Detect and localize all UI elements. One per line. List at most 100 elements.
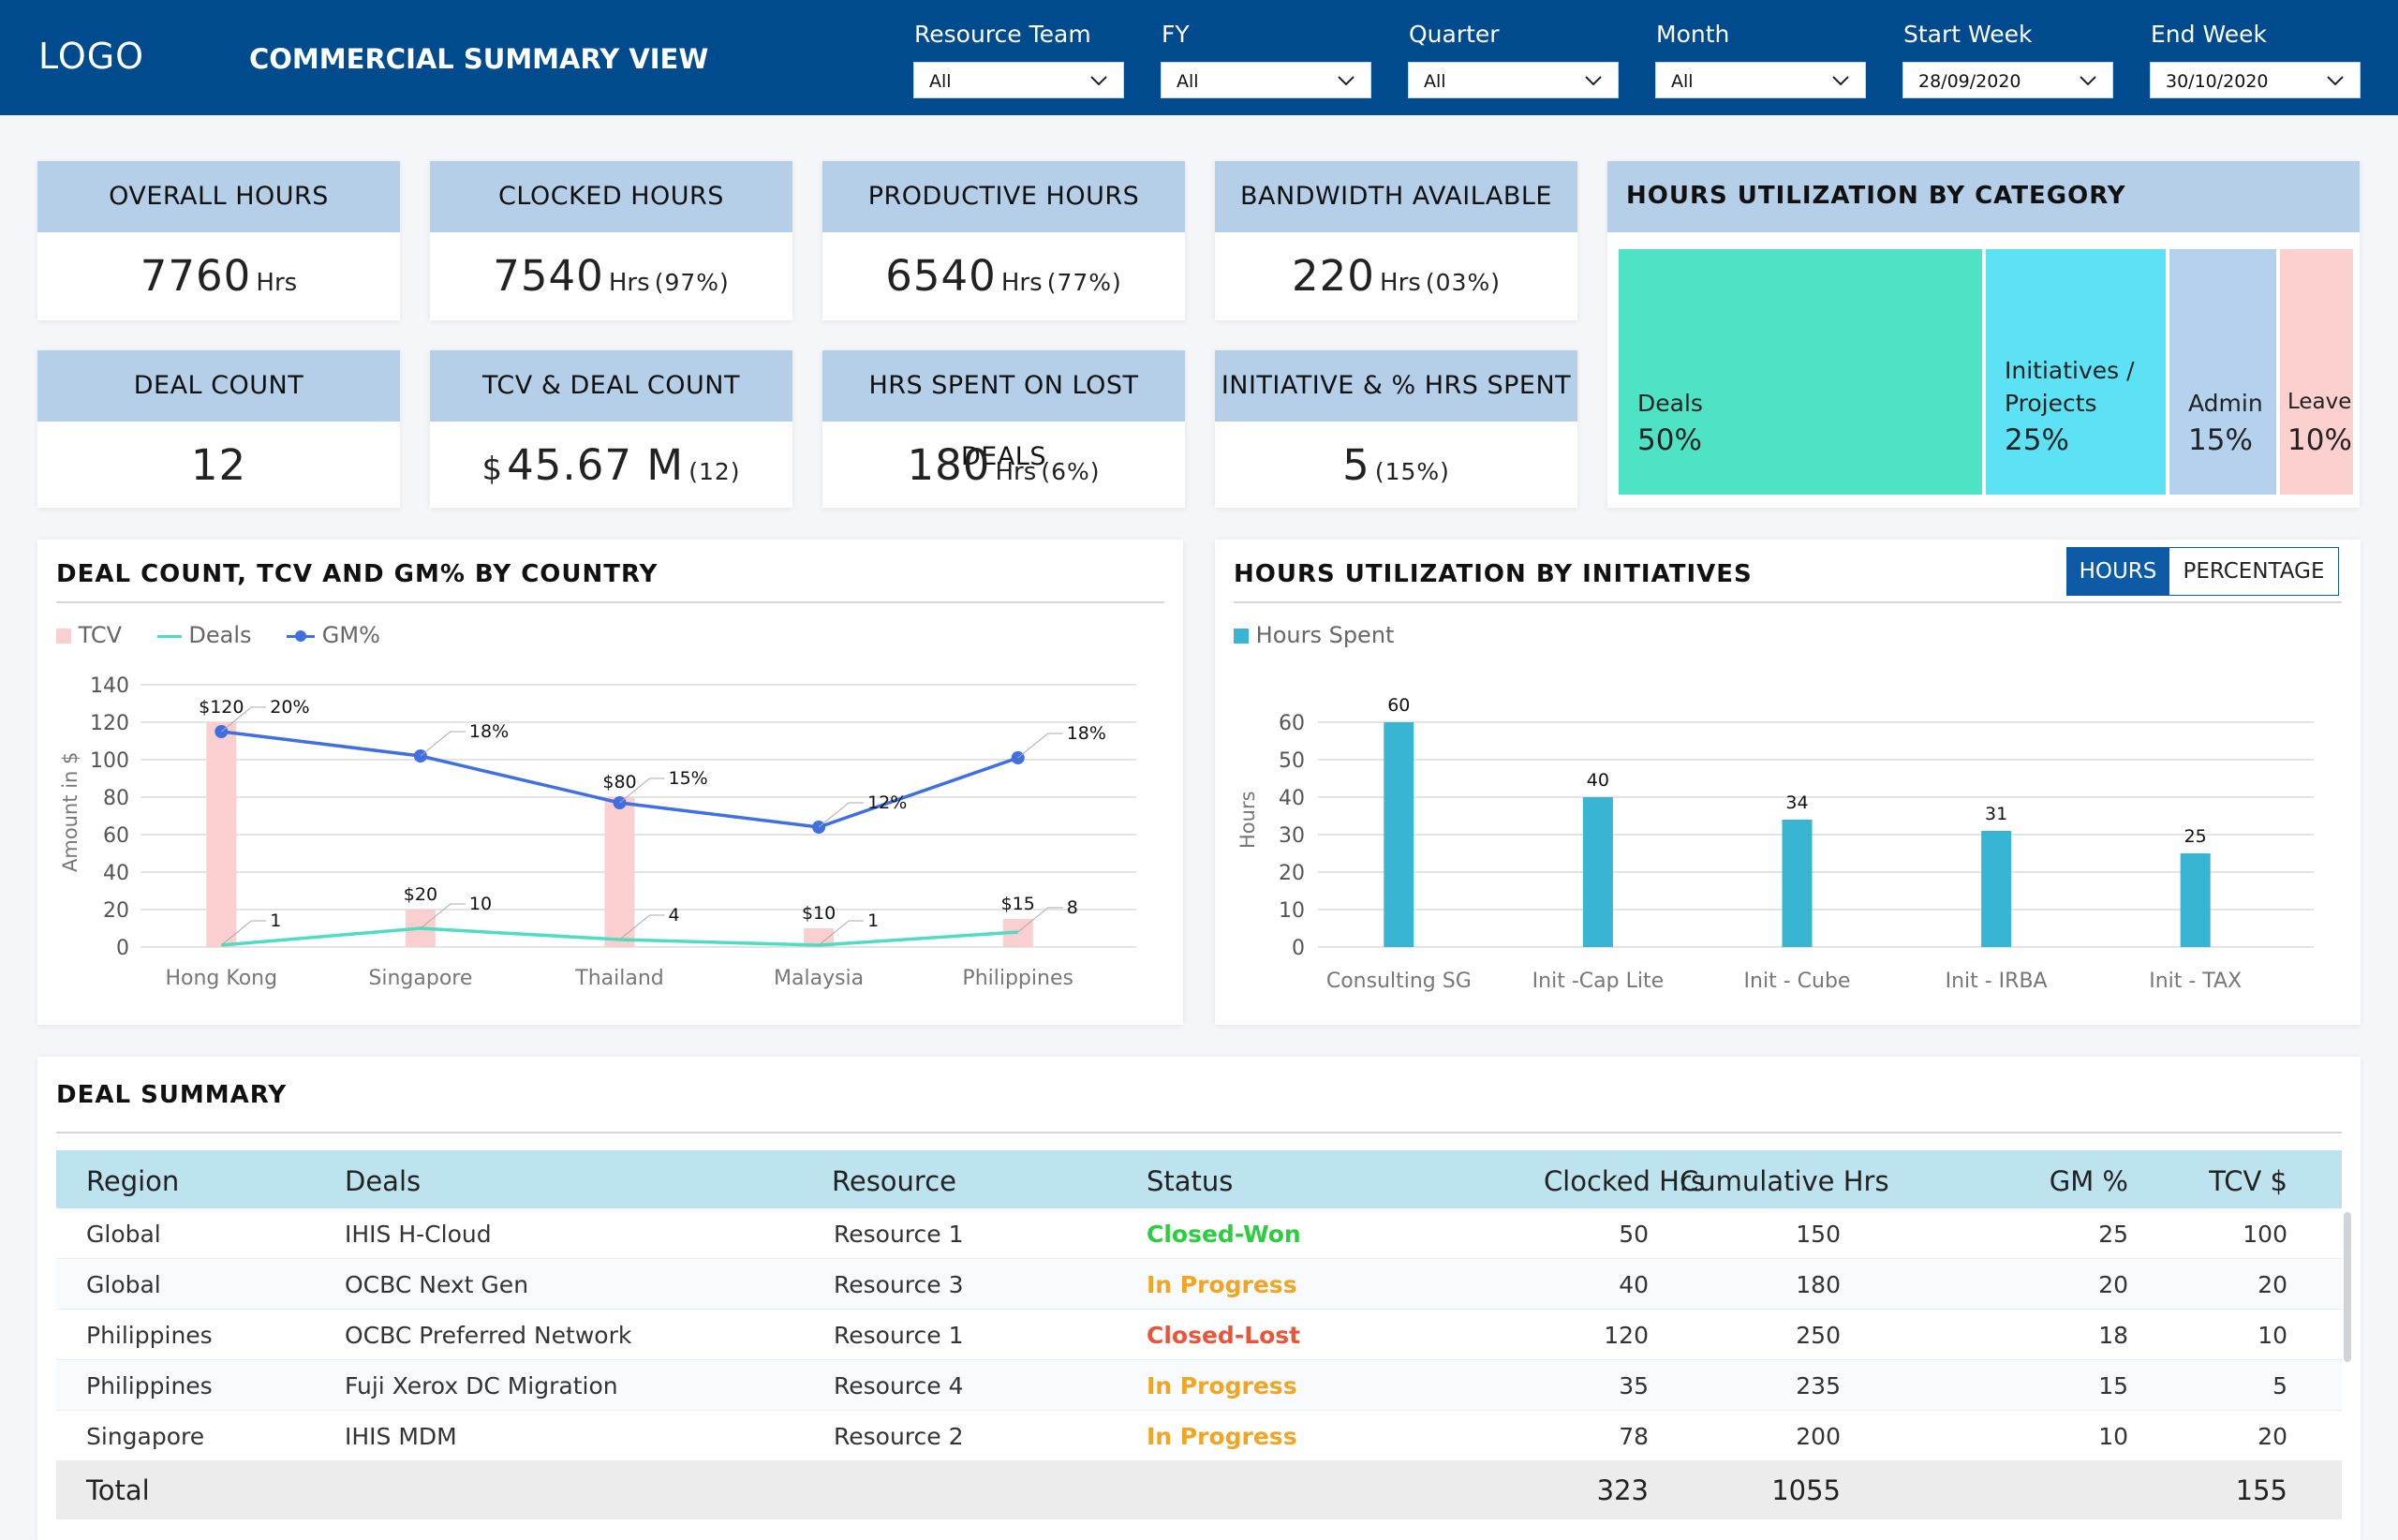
col-tcv[interactable]: TCV $ <box>2209 1165 2287 1197</box>
kpi-deal-count: DEAL COUNT 12 <box>37 350 400 508</box>
table-row[interactable]: Singapore IHIS MDM Resource 2 In Progress 78… <box>56 1411 2342 1461</box>
cell-clocked-hrs: 78 <box>1619 1423 1649 1450</box>
col-region[interactable]: Region <box>86 1165 180 1197</box>
country-chart-panel: DEAL COUNT, TCV AND GM% BY COUNTRY TCV D… <box>37 540 1183 1025</box>
table-scrollbar[interactable] <box>2344 1212 2351 1362</box>
category-tile-admin[interactable]: Admin 15% <box>2169 249 2276 495</box>
deals-leader-line <box>420 903 466 929</box>
gm-swatch <box>287 629 316 643</box>
y-tick-label: 20 <box>103 899 129 923</box>
cell-cumulative-hrs: 235 <box>1796 1372 1841 1399</box>
kpi-clocked-hours: CLOCKED HOURS 7540 Hrs (97%) <box>430 161 792 320</box>
kpi-unit: Hrs <box>1380 269 1421 297</box>
x-tick-label: Init - TAX <box>2149 970 2242 993</box>
tile-fill <box>2169 249 2276 495</box>
end-week-select[interactable]: 30/10/2020 <box>2150 62 2361 98</box>
category-tile-deals[interactable]: Deals 50% <box>1619 249 1982 495</box>
table-row[interactable]: Philippines OCBC Preferred Network Resourc… <box>56 1310 2342 1360</box>
start-week-select[interactable]: 28/09/2020 <box>1902 62 2113 98</box>
cell-gm: 20 <box>2098 1271 2128 1298</box>
filter-label-end-week: End Week <box>2151 21 2267 48</box>
category-panel: HOURS UTILIZATION BY CATEGORY Deals 50% … <box>1607 161 2360 508</box>
hours-data-label: 60 <box>1387 695 1410 716</box>
quarter-select[interactable]: All <box>1408 62 1619 98</box>
col-gm[interactable]: GM % <box>2049 1165 2128 1197</box>
category-tile-leave[interactable]: Leave 10% <box>2280 249 2353 495</box>
hours-swatch <box>1234 629 1249 644</box>
cell-gm: 25 <box>2098 1221 2128 1248</box>
x-tick-label: Philippines <box>962 967 1073 990</box>
cell-cumulative-hrs: 150 <box>1796 1221 1841 1248</box>
kpi-title: PRODUCTIVE HOURS <box>822 161 1185 232</box>
cell-tcv: 10 <box>2257 1322 2287 1349</box>
table-row[interactable]: Philippines Fuji Xerox DC Migration Resour… <box>56 1360 2342 1411</box>
tcv-bar <box>804 928 835 947</box>
col-status[interactable]: Status <box>1147 1165 1234 1197</box>
kpi-hrs-lost-deals: HRS SPENT ON LOST DEALS 180 Hrs (6%) <box>822 350 1185 508</box>
deals-data-label: 1 <box>867 911 879 931</box>
cell-cumulative-hrs: 180 <box>1796 1271 1841 1298</box>
total-tcv: 155 <box>2235 1474 2287 1506</box>
initiatives-chart-title: HOURS UTILIZATION BY INITIATIVES <box>1234 560 1753 588</box>
chevron-down-icon <box>1585 76 1602 86</box>
kpi-unit: Hrs <box>608 269 650 297</box>
x-tick-label: Thailand <box>574 967 663 990</box>
y-axis-label: Hours <box>1236 791 1259 849</box>
hours-bar <box>1582 797 1613 947</box>
y-tick-label: 60 <box>103 824 129 848</box>
table-row[interactable]: Global OCBC Next Gen Resource 3 In Progress… <box>56 1259 2342 1310</box>
tile-fill <box>1986 249 2166 495</box>
hours-data-label: 31 <box>1985 804 2007 824</box>
tcv-data-label: $120 <box>199 697 244 718</box>
chevron-down-icon <box>1832 76 1849 86</box>
category-tile-initiatives[interactable]: Initiatives / Projects 25% <box>1986 249 2166 495</box>
kpi-currency: $ <box>481 451 503 488</box>
country-chart: 0 20 40 60 80 100 120 140 Amount in $ $120 $20 $80 $… <box>59 674 1136 990</box>
hours-data-label: 40 <box>1587 770 1609 791</box>
cell-deal: IHIS H-Cloud <box>345 1221 492 1248</box>
deals-data-label: 1 <box>270 911 281 931</box>
resource-team-select[interactable]: All <box>913 62 1124 98</box>
tile-label: Deals <box>1637 390 1703 417</box>
hours-toggle-button[interactable]: HOURS <box>2066 547 2169 596</box>
y-tick-label: 140 <box>90 674 129 698</box>
hours-bar <box>1782 820 1813 947</box>
col-clocked-hrs[interactable]: Clocked Hrs <box>1543 1165 1705 1197</box>
col-deals[interactable]: Deals <box>345 1165 422 1197</box>
col-cumulative-hrs[interactable]: Cumulative Hrs <box>1680 1165 1889 1197</box>
country-chart-title: DEAL COUNT, TCV AND GM% BY COUNTRY <box>56 560 659 588</box>
kpi-percent: (77%) <box>1046 269 1122 296</box>
hours-bar <box>1384 722 1414 947</box>
col-resource[interactable]: Resource <box>832 1165 956 1197</box>
kpi-overall-hours: OVERALL HOURS 7760 Hrs <box>37 161 400 320</box>
cell-clocked-hrs: 50 <box>1619 1221 1649 1248</box>
divider <box>1234 601 2342 603</box>
cell-deal: OCBC Next Gen <box>345 1271 529 1298</box>
y-tick-label: 60 <box>1279 712 1305 735</box>
table-row[interactable]: Global IHIS H-Cloud Resource 1 Closed-Won 50… <box>56 1208 2342 1259</box>
kpi-value: 7540 <box>493 251 604 301</box>
filter-label-resource-team: Resource Team <box>914 21 1091 48</box>
kpi-value: 180 <box>907 440 991 490</box>
y-tick-label: 120 <box>90 712 129 735</box>
page-title: COMMERCIAL SUMMARY VIEW <box>249 43 709 75</box>
kpi-percent: (15%) <box>1374 458 1450 485</box>
tile-value: 25% <box>2005 423 2069 457</box>
total-clocked: 323 <box>1596 1474 1649 1506</box>
cell-clocked-hrs: 120 <box>1604 1322 1649 1349</box>
kpi-bandwidth-available: BANDWIDTH AVAILABLE 220 Hrs (03%) <box>1215 161 1577 320</box>
month-select[interactable]: All <box>1655 62 1866 98</box>
kpi-value: 45.67 M <box>507 440 685 490</box>
filter-label-quarter: Quarter <box>1409 21 1500 48</box>
table-body: Global IHIS H-Cloud Resource 1 Closed-Won 50… <box>56 1208 2342 1461</box>
cell-tcv: 20 <box>2257 1423 2287 1450</box>
logo: LOGO <box>38 36 145 77</box>
percentage-toggle-button[interactable]: PERCENTAGE <box>2169 547 2339 596</box>
x-tick-label: Malaysia <box>774 967 864 990</box>
tcv-data-label: $80 <box>602 772 636 792</box>
x-tick-label: Hong Kong <box>165 967 277 990</box>
x-tick-label: Consulting SG <box>1326 970 1472 993</box>
y-tick-label: 100 <box>90 749 129 773</box>
chevron-down-icon <box>1338 76 1354 86</box>
fy-select[interactable]: All <box>1161 62 1371 98</box>
